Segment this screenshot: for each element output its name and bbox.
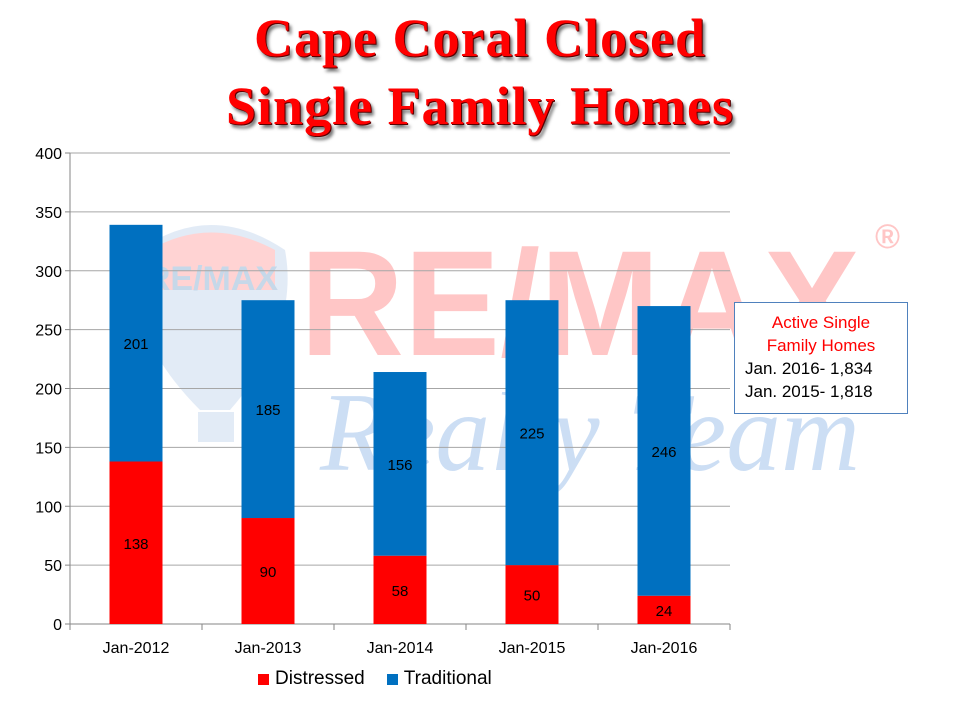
- bar-traditional: [505, 300, 559, 566]
- legend-label-traditional: Traditional: [403, 668, 492, 689]
- legend: Distressed Traditional: [258, 668, 514, 690]
- bar-traditional: [241, 300, 295, 519]
- data-label: 24: [656, 603, 673, 620]
- watermark-reg: ®: [875, 218, 900, 256]
- x-tick-label: Jan-2015: [499, 640, 566, 657]
- legend-label-distressed: Distressed: [275, 668, 365, 689]
- info-box-header: Active Single Family Homes: [766, 313, 876, 355]
- y-tick-label: 0: [53, 617, 62, 634]
- bar-traditional: [637, 306, 691, 596]
- y-tick-label: 350: [35, 205, 62, 222]
- bar-traditional: [109, 224, 163, 462]
- data-label: 185: [255, 402, 280, 419]
- balloon-text: RE/MAX: [146, 260, 279, 298]
- y-tick-label: 400: [35, 146, 62, 163]
- data-labels: 138 201 90 185 58 156 50 225 24 246: [123, 336, 676, 620]
- y-tick-label: 250: [35, 323, 62, 340]
- info-box-line2: Jan. 2015- 1,818: [745, 382, 873, 401]
- legend-swatch-distressed: [258, 673, 269, 685]
- axes: 0 50 100 150 200 250 300 350 400 Jan-2012 Jan-2013…: [35, 146, 731, 657]
- x-tick-label: Jan-2012: [103, 640, 170, 657]
- y-tick-label: 50: [44, 558, 62, 575]
- bar-distressed: [373, 555, 427, 624]
- chart-title: Cape Coral Closed Single Family Homes: [0, 4, 960, 140]
- legend-item-distressed: Distressed: [258, 668, 365, 690]
- active-homes-info-box: Active Single Family Homes Jan. 2016- 1,…: [734, 302, 908, 414]
- info-box-line1: Jan. 2016- 1,834: [745, 359, 873, 378]
- data-label: 50: [524, 588, 541, 605]
- bar-distressed: [505, 565, 559, 624]
- bar-distressed: [637, 595, 691, 624]
- legend-item-traditional: Traditional: [386, 668, 492, 690]
- y-tick-label: 100: [35, 499, 62, 516]
- bar-distressed: [109, 461, 163, 624]
- data-label: 201: [123, 336, 148, 353]
- data-label: 58: [392, 583, 409, 600]
- data-label: 90: [260, 564, 277, 581]
- legend-swatch-traditional: [386, 673, 398, 685]
- bar-distressed: [241, 518, 295, 624]
- chart-title-line2: Single Family Homes: [226, 76, 734, 136]
- y-tick-label: 300: [35, 264, 62, 281]
- chart-title-line1: Cape Coral Closed: [254, 8, 706, 68]
- data-label: 225: [519, 426, 544, 443]
- data-label: 246: [651, 444, 676, 461]
- x-tick-label: Jan-2013: [235, 640, 302, 657]
- data-label: 138: [123, 536, 148, 553]
- x-tick-label: Jan-2016: [631, 640, 698, 657]
- bars: [109, 224, 691, 624]
- data-label: 156: [387, 457, 412, 474]
- y-tick-label: 150: [35, 440, 62, 457]
- y-tick-label: 200: [35, 382, 62, 399]
- bar-traditional: [373, 372, 427, 556]
- x-tick-label: Jan-2014: [367, 640, 434, 657]
